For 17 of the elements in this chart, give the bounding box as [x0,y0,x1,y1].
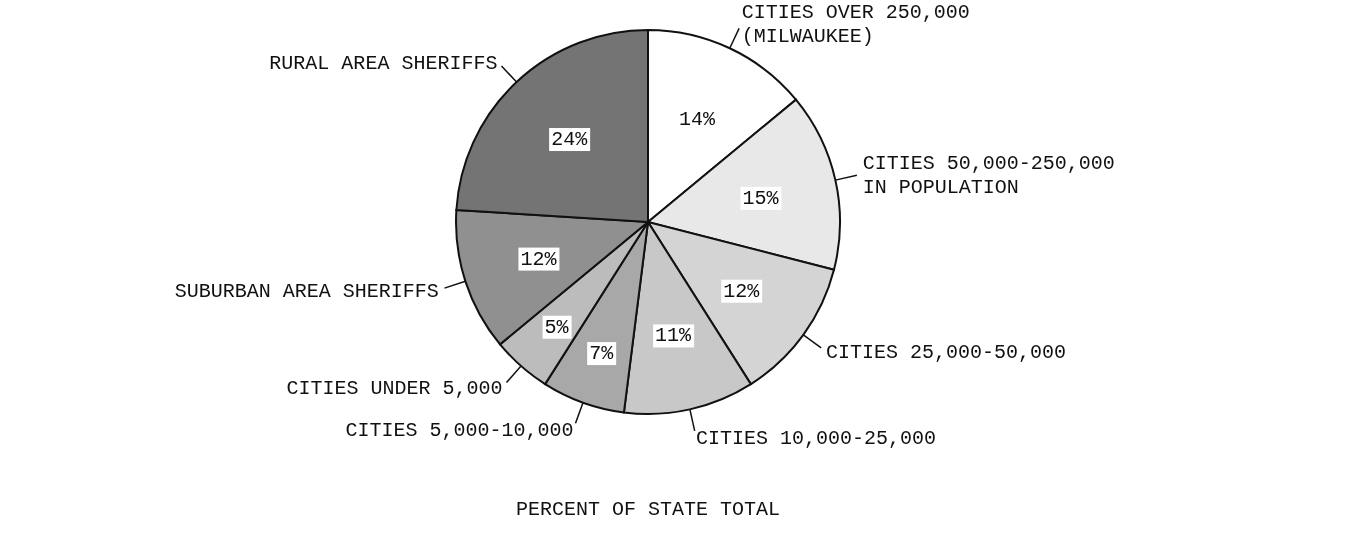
data-label: 14% [679,107,717,131]
data-label: 7% [589,342,615,366]
data-label: 12% [723,279,761,303]
data-label: 15% [742,186,780,210]
data-label: 11% [655,324,693,348]
slice-label: SUBURBAN AREA SHERIFFS [174,279,439,303]
slice-label: CITIES 5,000-10,000 [345,418,574,442]
slice-label: CITIES UNDER 5,000 [286,377,503,401]
text: PERCENT OF STATE TOTAL [515,498,781,521]
slice-label: CITIES 10,000-25,000 [695,426,937,450]
data-label: 24% [551,128,589,152]
slice-label: CITIES 50,000-250,000 IN POPULATION [862,152,1115,200]
slice-label: CITIES 25,000-50,000 [825,341,1067,365]
data-label: 5% [544,315,570,339]
slice-label: RURAL AREA SHERIFFS [269,51,498,75]
data-label: 12% [520,247,558,271]
slice-label: CITIES OVER 250,000 (MILWAUKEE) [741,0,970,48]
